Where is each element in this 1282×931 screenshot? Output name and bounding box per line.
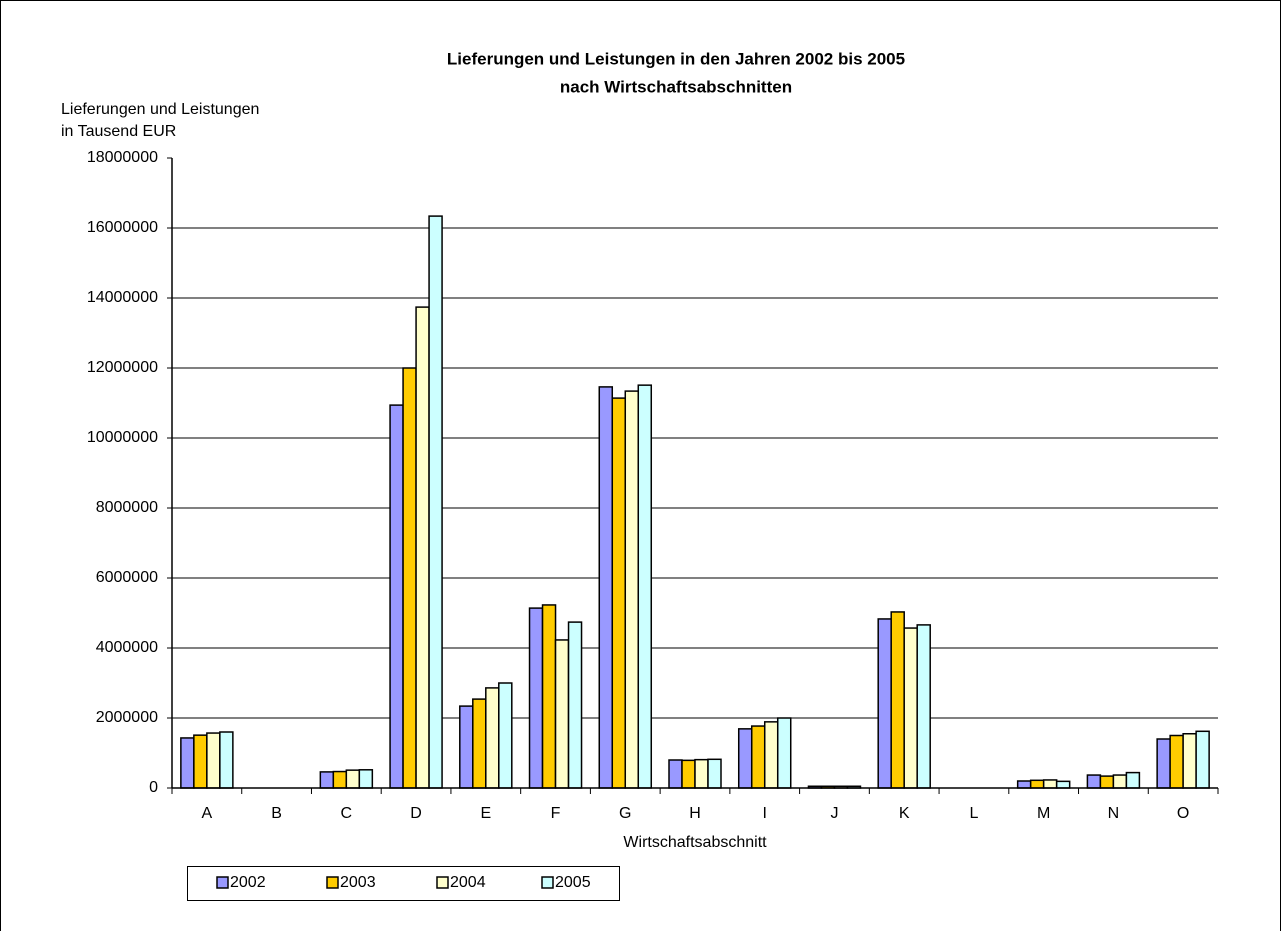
bar bbox=[1042, 779, 1058, 789]
bar bbox=[528, 607, 544, 789]
x-tick-label: A bbox=[202, 805, 213, 822]
bar bbox=[219, 731, 234, 789]
bar bbox=[1029, 779, 1045, 789]
bar bbox=[1112, 774, 1128, 789]
bar bbox=[193, 734, 208, 789]
legend-swatch bbox=[436, 876, 449, 889]
legend-label: 2002 bbox=[230, 874, 266, 891]
bar bbox=[541, 604, 557, 789]
bar bbox=[750, 725, 766, 789]
legend-swatch bbox=[326, 876, 339, 889]
y-tick-label: 16000000 bbox=[87, 219, 158, 236]
x-tick-label: F bbox=[551, 805, 561, 822]
bar bbox=[180, 737, 195, 789]
bar bbox=[319, 771, 335, 789]
y-tick-label: 8000000 bbox=[96, 499, 158, 516]
bar bbox=[707, 758, 722, 789]
bar bbox=[567, 621, 583, 789]
y-axis-label: in Tausend EUR bbox=[61, 123, 176, 140]
bar bbox=[637, 384, 653, 789]
x-tick-label: H bbox=[689, 805, 701, 822]
y-axis-label: Lieferungen und Leistungen bbox=[61, 101, 259, 118]
chart-title: nach Wirtschaftsabschnitten bbox=[560, 77, 792, 96]
bar bbox=[776, 717, 792, 789]
y-tick-label: 18000000 bbox=[87, 149, 158, 166]
chart-title: Lieferungen und Leistungen in den Jahren… bbox=[447, 49, 905, 68]
bar bbox=[737, 728, 753, 789]
bar bbox=[1099, 775, 1115, 789]
bar bbox=[1086, 774, 1102, 789]
bar bbox=[1055, 780, 1071, 789]
x-tick-label: D bbox=[410, 805, 422, 822]
y-tick-label: 4000000 bbox=[96, 639, 158, 656]
bar bbox=[345, 769, 361, 789]
bar bbox=[890, 611, 905, 789]
y-tick-label: 12000000 bbox=[87, 359, 158, 376]
bar bbox=[668, 759, 683, 789]
bar bbox=[1195, 730, 1210, 789]
bar bbox=[611, 397, 627, 789]
bar bbox=[1125, 771, 1141, 789]
bar bbox=[206, 732, 221, 789]
bar bbox=[624, 390, 640, 789]
x-tick-label: J bbox=[830, 805, 838, 822]
bar bbox=[428, 215, 443, 789]
y-tick-label: 0 bbox=[149, 779, 158, 796]
bar bbox=[1156, 738, 1171, 789]
bar bbox=[903, 627, 918, 789]
bar bbox=[485, 687, 500, 789]
x-tick-label: B bbox=[271, 805, 282, 822]
x-tick-label: E bbox=[480, 805, 491, 822]
bar bbox=[402, 367, 417, 789]
x-tick-label: M bbox=[1037, 805, 1050, 822]
legend-label: 2005 bbox=[555, 874, 591, 891]
y-tick-label: 2000000 bbox=[96, 709, 158, 726]
bar bbox=[415, 306, 430, 789]
bar bbox=[332, 770, 348, 789]
bar bbox=[472, 698, 487, 789]
legend-label: 2003 bbox=[340, 874, 376, 891]
bar bbox=[763, 721, 779, 789]
bar bbox=[598, 386, 614, 789]
bar bbox=[358, 769, 374, 789]
x-tick-label: G bbox=[619, 805, 631, 822]
x-tick-label: I bbox=[763, 805, 767, 822]
bar bbox=[916, 624, 931, 789]
bar bbox=[877, 618, 892, 789]
bar bbox=[1169, 734, 1184, 789]
x-tick-label: L bbox=[969, 805, 978, 822]
x-tick-label: C bbox=[341, 805, 353, 822]
bar bbox=[459, 705, 474, 789]
legend-swatch bbox=[541, 876, 554, 889]
legend-swatch bbox=[216, 876, 229, 889]
y-tick-label: 6000000 bbox=[96, 569, 158, 586]
x-tick-label: K bbox=[899, 805, 910, 822]
bar bbox=[681, 759, 696, 789]
bar bbox=[1016, 780, 1032, 789]
bar bbox=[498, 682, 513, 789]
x-tick-label: N bbox=[1108, 805, 1120, 822]
bar bbox=[1182, 733, 1197, 789]
y-tick-label: 10000000 bbox=[87, 429, 158, 446]
legend-label: 2004 bbox=[450, 874, 486, 891]
x-tick-label: O bbox=[1177, 805, 1189, 822]
x-axis-label: Wirtschaftsabschnitt bbox=[623, 834, 767, 851]
y-tick-label: 14000000 bbox=[87, 289, 158, 306]
bar bbox=[389, 404, 404, 789]
bar bbox=[694, 758, 709, 789]
bar bbox=[554, 639, 570, 789]
